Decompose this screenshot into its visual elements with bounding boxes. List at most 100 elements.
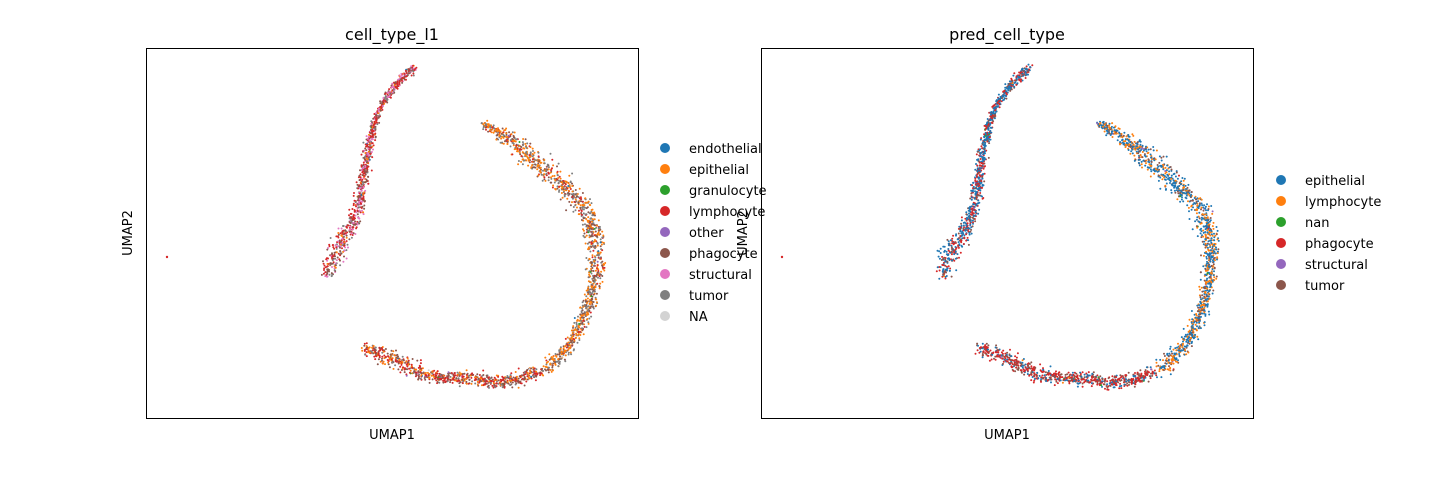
- scatter-point: [1162, 174, 1165, 177]
- scatter-point: [1108, 132, 1111, 135]
- scatter-point: [1021, 79, 1024, 82]
- scatter-point: [550, 169, 553, 172]
- scatter-point: [332, 257, 335, 260]
- scatter-point: [393, 84, 396, 87]
- legend-marker: [660, 206, 670, 216]
- scatter-point: [601, 230, 604, 233]
- scatter-point: [442, 379, 445, 382]
- scatter-point: [462, 380, 465, 382]
- scatter-point: [488, 380, 491, 383]
- scatter-point: [1203, 279, 1206, 282]
- scatter-point: [392, 88, 395, 91]
- scatter-point: [549, 152, 552, 155]
- scatter-point: [556, 360, 559, 363]
- scatter-point: [539, 171, 542, 174]
- scatter-point: [1208, 265, 1210, 268]
- scatter-point: [366, 137, 369, 140]
- scatter-point: [947, 248, 950, 250]
- scatter-point: [365, 355, 368, 358]
- scatter-point: [505, 133, 508, 136]
- scatter-point: [522, 138, 525, 140]
- scatter-point: [588, 241, 591, 244]
- scatter-point: [333, 247, 336, 250]
- scatter-point: [546, 163, 549, 166]
- scatter-point: [511, 139, 514, 142]
- scatter-point: [597, 227, 600, 230]
- scatter-point: [495, 374, 498, 377]
- scatter-point: [1197, 200, 1200, 203]
- scatter-point: [1186, 338, 1189, 340]
- scatter-point: [581, 307, 583, 310]
- scatter-point: [532, 366, 535, 369]
- scatter-point: [347, 224, 350, 227]
- scatter-point: [1168, 179, 1171, 181]
- scatter-point: [579, 330, 581, 333]
- scatter-point: [575, 332, 578, 335]
- scatter-point: [502, 131, 505, 134]
- scatter-point: [1186, 186, 1189, 189]
- scatter-point: [1013, 82, 1016, 84]
- scatter-point: [436, 381, 439, 383]
- scatter-point: [982, 141, 985, 144]
- scatter-point: [959, 230, 962, 233]
- scatter-point: [556, 165, 558, 168]
- scatter-point: [600, 243, 603, 246]
- scatter-point: [508, 131, 511, 134]
- scatter-point: [339, 250, 342, 252]
- scatter-point: [339, 243, 342, 246]
- scatter-point: [998, 106, 1001, 109]
- scatter-point: [947, 242, 950, 245]
- scatter-point: [537, 174, 540, 177]
- scatter-point: [1165, 155, 1168, 158]
- scatter-point: [1202, 265, 1205, 268]
- scatter-point: [938, 277, 941, 280]
- scatter-point: [343, 249, 346, 252]
- scatter-point: [1188, 336, 1191, 339]
- scatter-point: [1209, 217, 1212, 219]
- scatter-point: [1158, 161, 1161, 164]
- scatter-point: [1135, 142, 1138, 145]
- scatter-point: [970, 192, 973, 195]
- scatter-point: [449, 381, 452, 384]
- scatter-point: [596, 244, 599, 247]
- scatter-point: [1105, 134, 1108, 137]
- scatter-point: [1181, 346, 1184, 349]
- scatter-point: [1180, 183, 1182, 186]
- scatter-point: [960, 219, 963, 222]
- scatter-point: [1178, 184, 1181, 187]
- scatter-point: [591, 254, 594, 257]
- scatter-point: [1206, 203, 1208, 206]
- scatter-point: [337, 240, 340, 243]
- scatter-point: [1138, 164, 1141, 167]
- scatter-point: [981, 147, 984, 150]
- scatter-point: [1213, 279, 1216, 282]
- scatter-point: [1023, 73, 1025, 76]
- scatter-point: [338, 258, 341, 261]
- scatter-point: [395, 356, 398, 359]
- scatter-point: [1150, 170, 1153, 173]
- scatter-point: [587, 321, 590, 324]
- scatter-point: [1102, 125, 1105, 128]
- scatter-point: [1108, 124, 1110, 127]
- scatter-point: [951, 259, 954, 262]
- scatter-point: [564, 337, 567, 340]
- scatter-point: [399, 371, 402, 374]
- scatter-point: [571, 185, 574, 187]
- scatter-point: [1182, 342, 1184, 345]
- scatter-point: [339, 264, 342, 267]
- scatter-point: [412, 72, 415, 75]
- scatter-point: [1142, 149, 1145, 152]
- scatter-point: [495, 129, 498, 132]
- scatter-point: [501, 135, 504, 138]
- scatter-point: [971, 184, 974, 187]
- scatter-point: [406, 357, 409, 360]
- scatter-point: [1154, 170, 1156, 173]
- scatter-point: [588, 302, 591, 305]
- scatter-point: [358, 202, 361, 205]
- scatter-point: [342, 233, 345, 236]
- scatter-point: [494, 386, 497, 389]
- scatter-point: [558, 189, 561, 192]
- scatter-point: [558, 353, 561, 356]
- scatter-point: [559, 355, 562, 358]
- scatter-point: [523, 377, 526, 380]
